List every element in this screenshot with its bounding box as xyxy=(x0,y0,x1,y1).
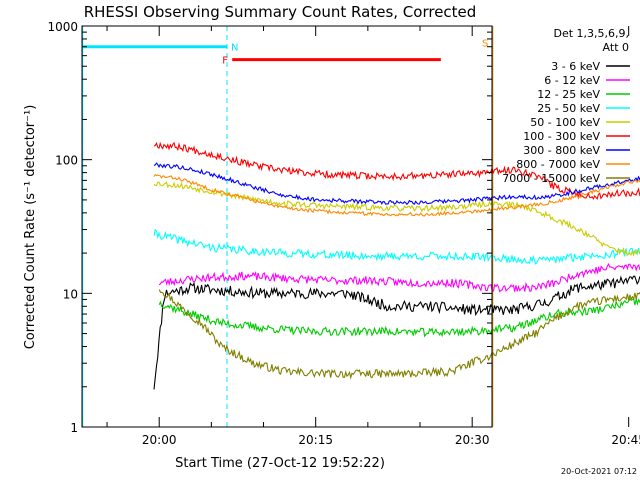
legend-entry: 12 - 25 keV xyxy=(537,88,630,101)
legend-label: 7000 - 15000 keV xyxy=(502,172,600,185)
y-tick-label: 1 xyxy=(70,421,78,435)
x-tick-label: 20:00 xyxy=(142,433,177,447)
series-line xyxy=(158,263,640,293)
legend-label: 100 - 300 keV xyxy=(523,130,600,143)
x-tick-label: 20:15 xyxy=(298,433,333,447)
x-tick-label: 20:30 xyxy=(455,433,490,447)
y-tick-label: 10 xyxy=(63,287,78,301)
footer-timestamp: 20-Oct-2021 07:12 xyxy=(561,467,637,476)
series-line xyxy=(153,228,640,265)
series-line xyxy=(153,162,640,206)
legend-header-line-2: Att 0 xyxy=(603,41,629,54)
legend-label: 25 - 50 keV xyxy=(537,102,600,115)
series-line xyxy=(153,275,640,390)
series-line xyxy=(153,181,640,257)
legend-header-line-1: Det 1,3,5,6,9, xyxy=(553,27,629,40)
flag-label: S xyxy=(482,39,488,50)
plot-frame xyxy=(81,25,493,428)
legend-entry: 800 - 7000 keV xyxy=(516,158,630,171)
legend-label: 300 - 800 keV xyxy=(523,144,600,157)
y-axis: 1 10 100 1000 xyxy=(47,20,492,435)
y-axis-label: Corrected Count Rate (s⁻¹ detector⁻¹) xyxy=(23,105,38,350)
legend-entry: 25 - 50 keV xyxy=(537,102,630,115)
legend-label: 12 - 25 keV xyxy=(537,88,600,101)
series-line xyxy=(153,173,640,217)
flag-label: F xyxy=(222,56,228,67)
x-tick-label: 20:45 xyxy=(611,433,640,447)
legend-entry: 7000 - 15000 keV xyxy=(502,172,630,185)
y-tick-label: 100 xyxy=(55,154,78,168)
legend-entry: 100 - 300 keV xyxy=(523,130,630,143)
chart-title: RHESSI Observing Summary Count Rates, Co… xyxy=(84,3,477,21)
legend-entry: 6 - 12 keV xyxy=(544,74,630,87)
legend-label: 50 - 100 keV xyxy=(530,116,600,129)
plot-area: NF S xyxy=(81,26,640,427)
legend-label: 800 - 7000 keV xyxy=(516,158,600,171)
flag-f: F xyxy=(222,56,441,67)
legend-entry: 3 - 6 keV xyxy=(551,60,630,73)
legend-entry: 50 - 100 keV xyxy=(530,116,630,129)
series-line xyxy=(153,141,640,201)
series-line xyxy=(158,289,640,380)
y-tick-label: 1000 xyxy=(47,20,78,34)
legend-label: 6 - 12 keV xyxy=(544,74,600,87)
legend-entry: 300 - 800 keV xyxy=(523,144,630,157)
x-axis-label: Start Time (27-Oct-12 19:52:22) xyxy=(175,456,385,471)
legend-label: 3 - 6 keV xyxy=(551,60,600,73)
series-line xyxy=(158,297,640,338)
flag-label: N xyxy=(231,43,238,54)
